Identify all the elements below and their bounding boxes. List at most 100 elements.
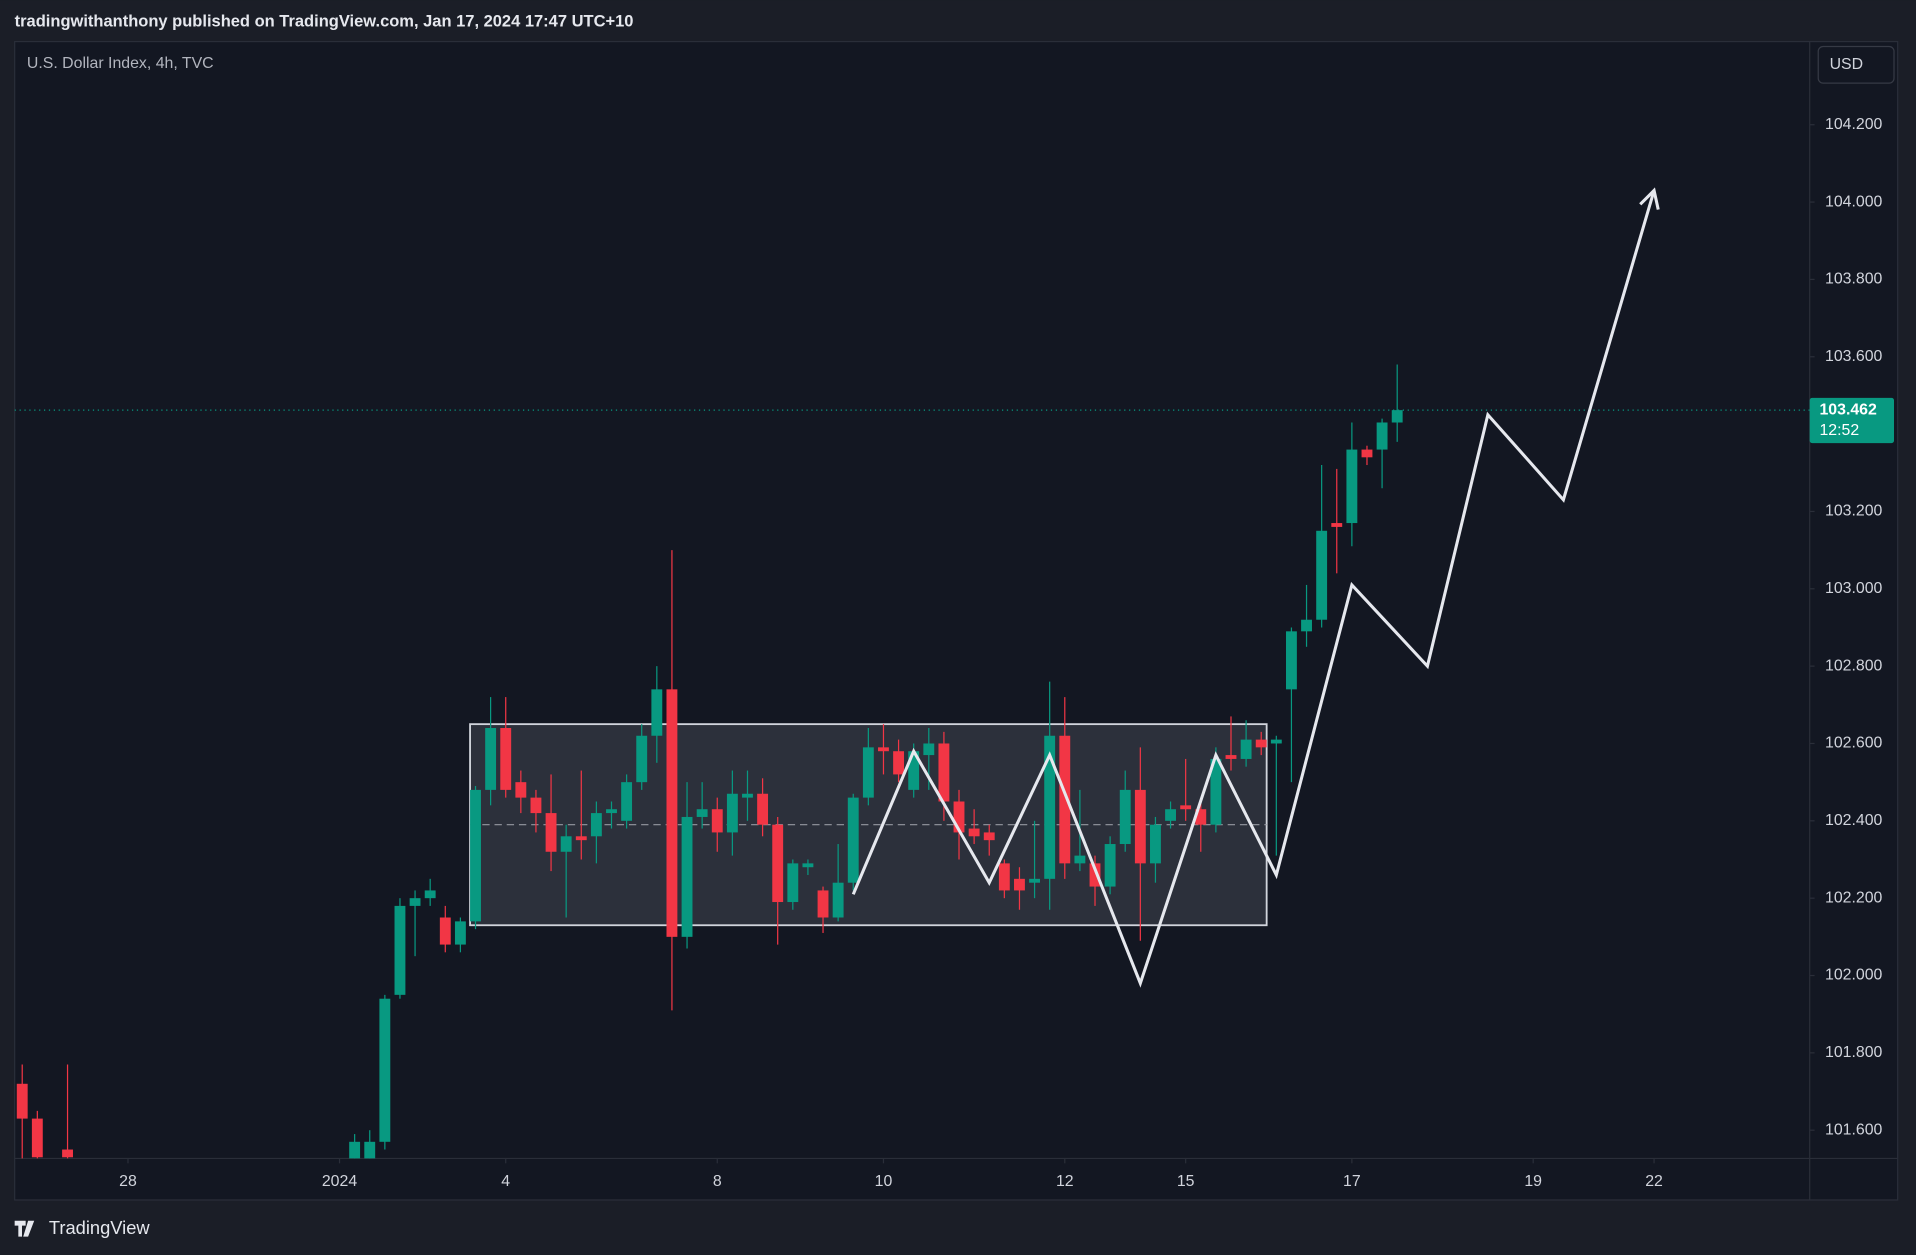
candle-body <box>1225 755 1237 759</box>
candle-body <box>651 689 663 736</box>
candle-body <box>893 751 905 775</box>
candle-body <box>530 797 542 814</box>
candle-body <box>1150 824 1161 864</box>
candle-body <box>817 890 829 918</box>
candle-body <box>1376 422 1388 450</box>
y-tick-label: 104.000 <box>1825 193 1883 210</box>
x-tick-label: 22 <box>1645 1173 1663 1190</box>
x-tick-label: 12 <box>1056 1173 1074 1190</box>
y-tick-label: 102.800 <box>1825 657 1883 674</box>
candle-body <box>802 863 814 868</box>
currency-label[interactable]: USD <box>1830 56 1864 73</box>
candle-body <box>1301 619 1312 632</box>
candle-body <box>862 747 874 798</box>
y-tick-label: 102.400 <box>1825 812 1883 829</box>
candle-body <box>1134 789 1146 864</box>
axes: 101.600 101.800 102.000 102.200 102.400 102.6… <box>119 116 1895 1190</box>
candle-body <box>590 813 602 837</box>
candle-body <box>16 1083 28 1119</box>
x-tick-label: 17 <box>1343 1173 1361 1190</box>
candle-body <box>454 921 466 945</box>
candle-body <box>1029 878 1041 883</box>
candle-body <box>394 905 406 995</box>
candle-body <box>938 743 950 802</box>
candle-body <box>666 689 678 937</box>
candle-body <box>1014 878 1025 891</box>
candle-body <box>424 890 436 899</box>
candle-body <box>1270 739 1282 744</box>
last-price-badge <box>1809 397 1895 444</box>
logo-mark <box>14 1220 35 1237</box>
candle-body <box>621 782 633 821</box>
candle-body <box>953 801 965 833</box>
candle-body <box>1059 735 1071 864</box>
candle-body <box>560 836 572 852</box>
candle-body <box>1180 805 1192 810</box>
candle-body <box>1316 530 1328 620</box>
x-tick-label: 10 <box>875 1173 893 1190</box>
x-tick-label: 15 <box>1177 1173 1195 1190</box>
candle-body <box>983 832 995 841</box>
last-price-label: 103.462 <box>1819 401 1877 418</box>
y-tick-label: 102.600 <box>1825 735 1883 752</box>
candle-body <box>1210 758 1222 825</box>
candle-body <box>1391 410 1403 423</box>
y-tick-label: 103.600 <box>1825 348 1883 365</box>
arrow-head <box>1639 187 1660 210</box>
brand-name: TradingView <box>49 1217 151 1238</box>
x-tick-label: 19 <box>1524 1173 1542 1190</box>
symbol-legend: U.S. Dollar Index, 4h, TVC <box>27 55 214 72</box>
y-tick-label: 103.800 <box>1825 271 1883 288</box>
candle-body <box>757 793 769 825</box>
candle-body <box>787 863 799 903</box>
candle-body <box>545 813 557 852</box>
candle-body <box>908 751 920 790</box>
candle-body <box>1331 523 1343 527</box>
candle-body <box>1104 844 1116 887</box>
projection-path <box>851 190 1656 988</box>
publish-info: tradingwithanthony published on TradingV… <box>15 12 634 30</box>
candle-body <box>1044 735 1056 879</box>
candle-body <box>62 1149 73 1158</box>
candle-body <box>575 836 587 841</box>
y-tick-label: 103.200 <box>1825 503 1883 520</box>
candle-body <box>1089 863 1101 887</box>
candle-body <box>1195 809 1207 825</box>
x-tick-label: 4 <box>501 1173 510 1190</box>
candle-body <box>606 809 617 814</box>
candle-body <box>1346 449 1358 524</box>
candle-body <box>379 998 391 1142</box>
chart-pane <box>14 40 1899 1201</box>
candle-body <box>409 898 421 906</box>
candle-body <box>1074 855 1086 864</box>
candle-body <box>832 882 844 918</box>
tradingview-logo: TradingView <box>14 1217 151 1238</box>
candle-body <box>1361 449 1373 458</box>
y-tick-label: 102.000 <box>1825 967 1883 984</box>
candle-body <box>485 728 497 790</box>
candle-body <box>742 793 753 798</box>
candle-body <box>968 828 980 837</box>
currency-button[interactable] <box>1817 45 1895 84</box>
candle-body <box>772 824 784 903</box>
y-tick-label: 103.000 <box>1825 580 1883 597</box>
y-tick-label: 101.600 <box>1825 1121 1883 1138</box>
candle-body <box>470 789 481 922</box>
bar-countdown: 12:52 <box>1819 422 1859 439</box>
candle-body <box>847 797 859 883</box>
candle-body <box>364 1141 376 1159</box>
candle-body <box>923 743 935 756</box>
candle-body <box>1240 739 1252 759</box>
candle-body <box>1285 631 1297 690</box>
y-tick-label: 101.800 <box>1825 1044 1883 1061</box>
x-tick-label: 2024 <box>322 1173 357 1190</box>
plot-area <box>14 187 1810 1159</box>
candle-body <box>878 747 889 752</box>
candle-body <box>681 816 693 937</box>
candle-body <box>515 782 527 798</box>
candle-body <box>636 735 648 783</box>
candle-body <box>31 1118 43 1158</box>
x-tick-label: 28 <box>119 1173 137 1190</box>
